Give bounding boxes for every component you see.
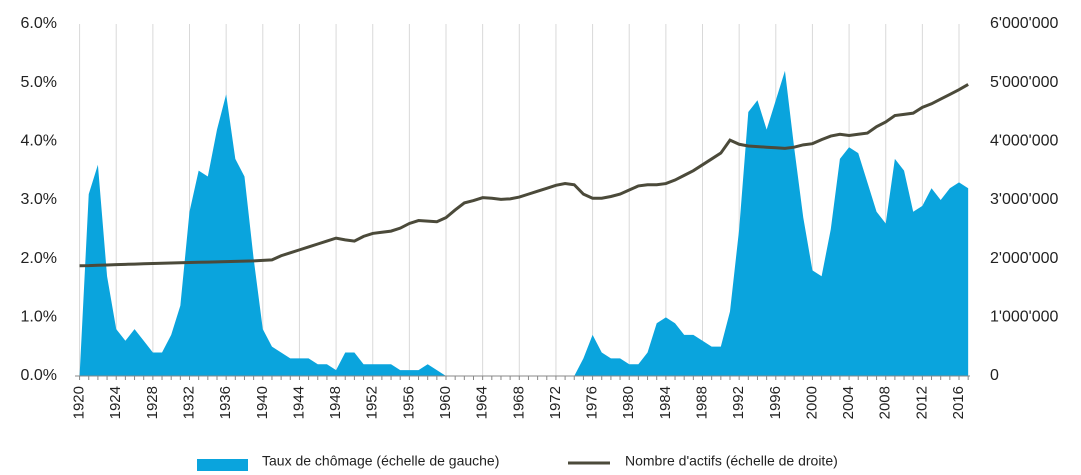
y2-tick-label: 4'000'000 <box>990 133 1059 150</box>
y2-tick-label: 2'000'000 <box>990 250 1059 267</box>
x-tick-label: 1964 <box>474 386 491 419</box>
x-tick-label: 1936 <box>217 386 234 419</box>
line <box>79 83 969 268</box>
y2-tick-label: 5'000'000 <box>990 74 1059 91</box>
x-tick-label: 1980 <box>620 386 637 419</box>
x-tick-label: 1948 <box>327 386 344 419</box>
y-tick-label: 1.0% <box>21 309 57 326</box>
y-tick-label: 3.0% <box>21 191 57 208</box>
x-tick-label: 1972 <box>547 386 564 419</box>
x-tick-label: 1956 <box>400 386 417 419</box>
x-tick-label: 1944 <box>290 386 307 419</box>
legend-label: Taux de chômage (échelle de gauche) <box>262 453 499 469</box>
x-tick-label: 1940 <box>254 386 271 419</box>
x-tick-label: 2004 <box>840 386 857 419</box>
x-tick-label: 1928 <box>144 386 161 419</box>
y-tick-label: 0.0% <box>21 367 57 384</box>
y-tick-label: 4.0% <box>21 133 57 150</box>
y2-tick-label: 3'000'000 <box>990 191 1059 208</box>
y-tick-label: 5.0% <box>21 74 57 91</box>
x-tick-label: 1968 <box>510 386 527 419</box>
y2-tick-label: 6'000'000 <box>990 15 1059 32</box>
x-tick-label: 1984 <box>657 386 674 419</box>
x-tick-label: 1996 <box>767 386 784 419</box>
x-tick-label: 2016 <box>950 386 967 419</box>
y-tick-label: 2.0% <box>21 250 57 267</box>
x-tick-label: 1932 <box>180 386 197 419</box>
y2-tick-label: 1'000'000 <box>990 309 1059 326</box>
x-tick-label: 1920 <box>71 386 88 419</box>
y-tick-label: 6.0% <box>21 15 57 32</box>
legend-swatch <box>197 459 248 471</box>
x-tick-label: 1992 <box>730 386 747 419</box>
x-tick-label: 2008 <box>877 386 894 419</box>
x-tick-label: 1952 <box>364 386 381 419</box>
y2-tick-label: 0 <box>990 367 999 384</box>
x-tick-label: 1988 <box>693 386 710 419</box>
x-tick-label: 1960 <box>437 386 454 419</box>
x-tick-label: 1924 <box>107 386 124 419</box>
x-tick-label: 2000 <box>803 386 820 419</box>
x-tick-label: 2012 <box>913 386 930 419</box>
x-tick-label: 1976 <box>584 386 601 419</box>
legend-label: Nombre d'actifs (échelle de droite) <box>625 453 838 469</box>
area <box>79 70 969 376</box>
